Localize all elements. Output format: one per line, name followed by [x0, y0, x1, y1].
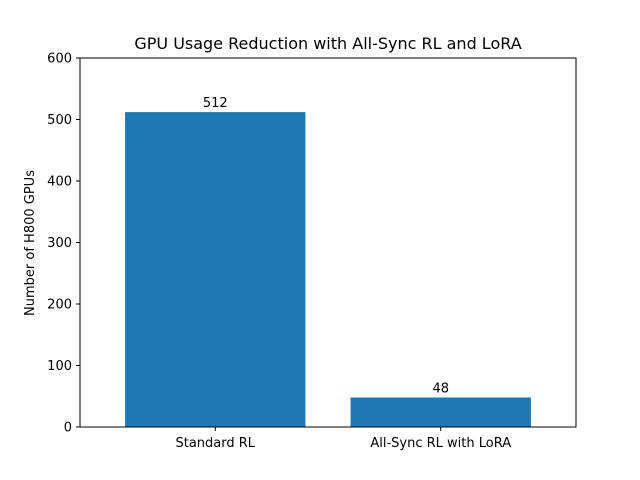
chart-title: GPU Usage Reduction with All-Sync RL and…	[134, 34, 521, 53]
bar-0	[125, 112, 306, 428]
y-axis: 0 100 200 300 400 500 600	[47, 52, 80, 436]
y-tick-label-2: 200	[47, 298, 72, 313]
bar-1	[350, 397, 531, 427]
y-tick-label-3: 300	[47, 236, 72, 251]
bar-data-label-0: 512	[203, 96, 228, 111]
y-tick-label-4: 400	[47, 175, 72, 190]
y-tick-label-6: 600	[47, 52, 72, 67]
plot-frame	[79, 57, 577, 428]
y-axis-label: Number of H800 GPUs	[23, 170, 38, 316]
bars-group: 512 48	[125, 96, 531, 428]
y-tick-label-1: 100	[47, 359, 72, 374]
y-tick-label-0: 0	[64, 421, 72, 436]
bar-data-label-1: 48	[432, 381, 449, 396]
x-tick-label-1: All-Sync RL with LoRA	[370, 436, 511, 451]
x-axis: Standard RL All-Sync RL with LoRA	[175, 427, 511, 451]
x-tick-label-0: Standard RL	[175, 436, 255, 451]
y-tick-label-5: 500	[47, 113, 72, 128]
